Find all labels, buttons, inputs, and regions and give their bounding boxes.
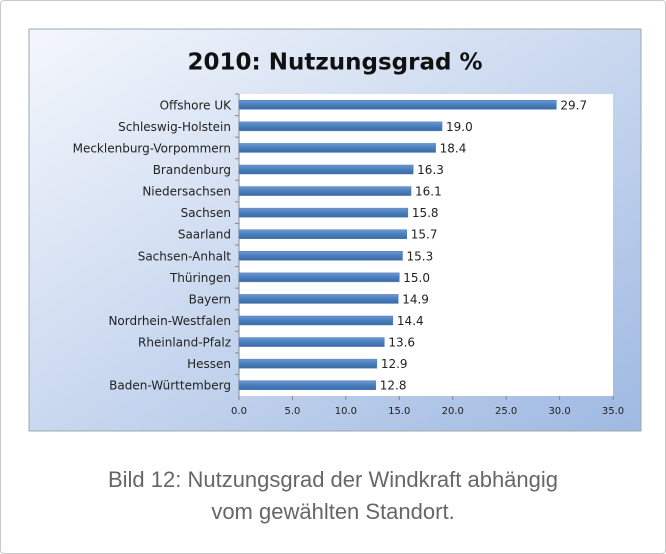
x-tick-label: 0.0 bbox=[231, 406, 247, 417]
x-tick-label: 5.0 bbox=[284, 406, 300, 417]
bar bbox=[238, 186, 412, 196]
y-tick-label: Mecklenburg-Vorpommern bbox=[73, 141, 231, 155]
x-tick-label: 30.0 bbox=[548, 406, 570, 417]
bar bbox=[238, 164, 414, 175]
chart-title: 2010: Nutzungsgrad % bbox=[188, 50, 483, 76]
y-tick-label: Bayern bbox=[189, 292, 231, 306]
chart: 2010: Nutzungsgrad % 0.0 5.0 10.0 15.0 20.0 2… bbox=[28, 28, 642, 432]
data-label: 15.0 bbox=[403, 271, 430, 285]
bar bbox=[238, 229, 408, 239]
y-tick-label: Hessen bbox=[187, 357, 231, 371]
bar bbox=[238, 121, 443, 132]
bar bbox=[238, 315, 394, 326]
data-label: 18.4 bbox=[440, 141, 467, 155]
x-tick-label: 25.0 bbox=[495, 406, 517, 417]
x-tick-label: 15.0 bbox=[388, 406, 410, 417]
data-label: 15.8 bbox=[412, 206, 439, 220]
y-tick-label: Nordrhein-Westfalen bbox=[108, 314, 231, 328]
data-label: 12.8 bbox=[380, 379, 407, 393]
data-label: 13.6 bbox=[388, 336, 415, 350]
y-tick-label: Sachsen-Anhalt bbox=[138, 249, 232, 263]
bar bbox=[238, 294, 399, 304]
data-label: 15.3 bbox=[406, 249, 433, 263]
data-label: 19.0 bbox=[446, 120, 473, 134]
data-label: 16.1 bbox=[415, 185, 442, 199]
y-tick-label: Schleswig-Holstein bbox=[118, 120, 231, 134]
x-tick-label: 35.0 bbox=[602, 406, 624, 417]
bar bbox=[238, 143, 436, 153]
bar bbox=[238, 337, 385, 347]
bar bbox=[238, 251, 403, 261]
data-label: 16.3 bbox=[417, 163, 444, 177]
y-tick-label: Baden-Württemberg bbox=[109, 379, 231, 393]
bar bbox=[238, 207, 409, 218]
caption: vom gewählten Standort. bbox=[211, 499, 455, 524]
data-label: 12.9 bbox=[381, 357, 408, 371]
bar bbox=[238, 358, 378, 369]
y-tick-label: Brandenburg bbox=[153, 163, 231, 177]
data-label: 15.7 bbox=[411, 228, 438, 242]
y-tick-label: Rheinland-Pfalz bbox=[138, 336, 231, 350]
caption: Bild 12: Nutzungsgrad der Windkraft abhä… bbox=[107, 467, 559, 492]
y-tick-label: Offshore UK bbox=[160, 98, 233, 112]
y-tick-label: Thüringen bbox=[169, 271, 231, 285]
bar bbox=[238, 272, 400, 283]
data-label: 29.7 bbox=[560, 98, 587, 112]
plot-area bbox=[239, 94, 613, 396]
data-label: 14.9 bbox=[402, 292, 429, 306]
bar bbox=[238, 380, 377, 390]
x-tick-label: 10.0 bbox=[335, 406, 357, 417]
bar bbox=[238, 100, 557, 110]
y-tick-label: Niedersachsen bbox=[142, 185, 231, 199]
y-tick-label: Sachsen bbox=[181, 206, 231, 220]
data-label: 14.4 bbox=[397, 314, 424, 328]
y-tick-label: Saarland bbox=[178, 228, 231, 242]
x-tick-label: 20.0 bbox=[442, 406, 464, 417]
